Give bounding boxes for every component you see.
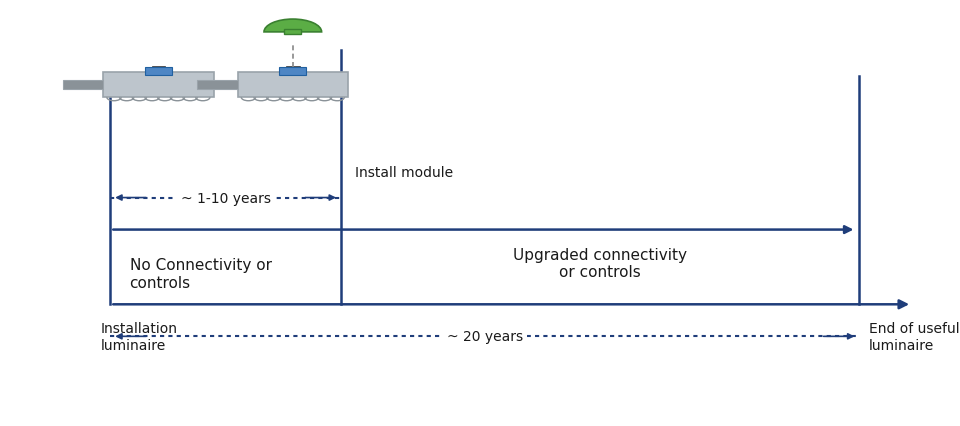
Wedge shape <box>264 20 322 33</box>
Bar <box>145 68 172 75</box>
Bar <box>284 30 301 35</box>
Bar <box>104 72 214 98</box>
Text: Installation
luminaire: Installation luminaire <box>101 322 178 352</box>
Text: End of useful life
luminaire: End of useful life luminaire <box>869 322 960 352</box>
Text: No Connectivity or
controls: No Connectivity or controls <box>130 258 272 290</box>
Bar <box>198 81 238 90</box>
Text: ~ 1-10 years: ~ 1-10 years <box>180 191 271 205</box>
Text: Upgraded connectivity
or controls: Upgraded connectivity or controls <box>513 247 687 279</box>
Text: ~ 20 years: ~ 20 years <box>446 330 523 343</box>
Bar <box>63 81 104 90</box>
Text: Install module: Install module <box>355 166 453 179</box>
Bar <box>238 72 348 98</box>
Bar <box>152 67 165 74</box>
Bar <box>286 67 300 74</box>
Bar <box>279 68 306 75</box>
